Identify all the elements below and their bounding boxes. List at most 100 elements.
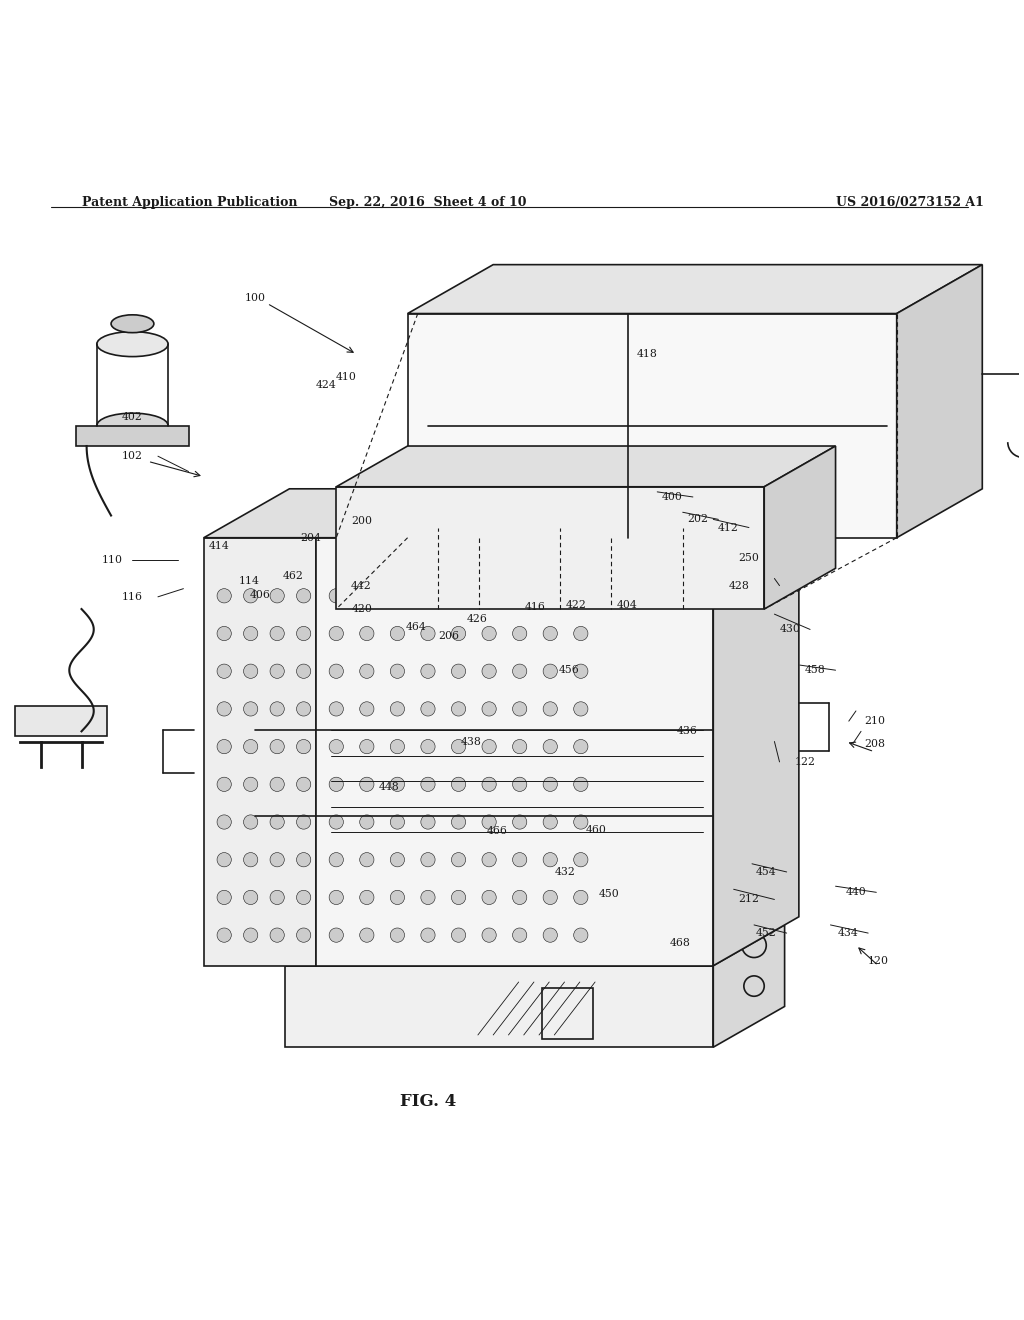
Text: Patent Application Publication: Patent Application Publication <box>82 197 297 210</box>
Circle shape <box>359 814 374 829</box>
Circle shape <box>270 627 285 640</box>
Circle shape <box>390 589 404 603</box>
Circle shape <box>270 814 285 829</box>
Circle shape <box>323 702 337 715</box>
Circle shape <box>452 589 466 603</box>
Circle shape <box>573 702 588 715</box>
Circle shape <box>297 739 311 754</box>
Circle shape <box>513 589 526 603</box>
Circle shape <box>244 589 258 603</box>
Circle shape <box>513 627 526 640</box>
Ellipse shape <box>97 413 168 438</box>
Circle shape <box>482 814 497 829</box>
Text: 448: 448 <box>379 783 399 792</box>
Text: 418: 418 <box>637 350 657 359</box>
Circle shape <box>543 853 557 867</box>
Circle shape <box>482 928 497 942</box>
Circle shape <box>297 589 311 603</box>
Text: 436: 436 <box>676 726 697 737</box>
Circle shape <box>482 739 497 754</box>
Circle shape <box>359 777 374 792</box>
Circle shape <box>329 664 343 678</box>
Circle shape <box>421 739 435 754</box>
Circle shape <box>297 890 311 904</box>
Text: 454: 454 <box>756 867 776 876</box>
Text: 440: 440 <box>846 887 866 898</box>
Text: 416: 416 <box>524 602 546 612</box>
Circle shape <box>244 814 258 829</box>
Circle shape <box>482 777 497 792</box>
Circle shape <box>359 739 374 754</box>
Circle shape <box>543 814 557 829</box>
Text: 462: 462 <box>283 572 304 581</box>
Circle shape <box>244 928 258 942</box>
Circle shape <box>217 814 231 829</box>
Circle shape <box>217 777 231 792</box>
Circle shape <box>513 777 526 792</box>
Text: 122: 122 <box>795 756 815 767</box>
Circle shape <box>452 664 466 678</box>
Circle shape <box>270 589 285 603</box>
Bar <box>542 989 593 1039</box>
Text: 456: 456 <box>558 665 579 676</box>
Text: 200: 200 <box>351 516 373 527</box>
Circle shape <box>244 664 258 678</box>
Text: Sep. 22, 2016  Sheet 4 of 10: Sep. 22, 2016 Sheet 4 of 10 <box>330 197 526 210</box>
Text: 116: 116 <box>122 591 143 602</box>
Circle shape <box>452 928 466 942</box>
Circle shape <box>482 702 497 715</box>
Circle shape <box>573 890 588 904</box>
Circle shape <box>573 739 588 754</box>
Circle shape <box>323 928 337 942</box>
Circle shape <box>421 853 435 867</box>
Circle shape <box>543 890 557 904</box>
Text: 442: 442 <box>350 581 371 590</box>
Polygon shape <box>336 446 836 487</box>
Text: 464: 464 <box>406 623 426 632</box>
Text: 426: 426 <box>467 614 487 624</box>
Circle shape <box>543 702 557 715</box>
Circle shape <box>482 589 497 603</box>
Text: 460: 460 <box>586 825 606 836</box>
Circle shape <box>244 777 258 792</box>
Text: 428: 428 <box>728 581 750 590</box>
Circle shape <box>244 627 258 640</box>
Circle shape <box>543 739 557 754</box>
Polygon shape <box>336 487 764 609</box>
Circle shape <box>421 664 435 678</box>
Circle shape <box>323 627 337 640</box>
Circle shape <box>573 664 588 678</box>
Circle shape <box>297 853 311 867</box>
Circle shape <box>323 664 337 678</box>
Circle shape <box>323 890 337 904</box>
Circle shape <box>244 739 258 754</box>
Text: 420: 420 <box>351 605 372 614</box>
Polygon shape <box>286 925 784 966</box>
Text: 202: 202 <box>687 515 709 524</box>
Polygon shape <box>408 314 897 537</box>
Circle shape <box>217 890 231 904</box>
Text: 438: 438 <box>461 737 481 747</box>
Text: 412: 412 <box>718 523 739 532</box>
Polygon shape <box>714 488 799 966</box>
Text: 406: 406 <box>250 590 270 599</box>
Polygon shape <box>204 537 315 966</box>
Circle shape <box>359 890 374 904</box>
Circle shape <box>359 702 374 715</box>
Circle shape <box>390 890 404 904</box>
Text: 204: 204 <box>300 533 322 543</box>
Circle shape <box>270 928 285 942</box>
Text: 466: 466 <box>486 826 508 836</box>
Circle shape <box>270 777 285 792</box>
Circle shape <box>244 702 258 715</box>
Circle shape <box>297 928 311 942</box>
Text: 210: 210 <box>864 717 885 726</box>
Circle shape <box>297 814 311 829</box>
Circle shape <box>513 853 526 867</box>
Text: 432: 432 <box>555 867 575 876</box>
Circle shape <box>421 627 435 640</box>
Polygon shape <box>897 264 982 537</box>
Text: FIG. 4: FIG. 4 <box>399 1093 456 1110</box>
Text: 100: 100 <box>245 293 265 304</box>
Circle shape <box>390 814 404 829</box>
